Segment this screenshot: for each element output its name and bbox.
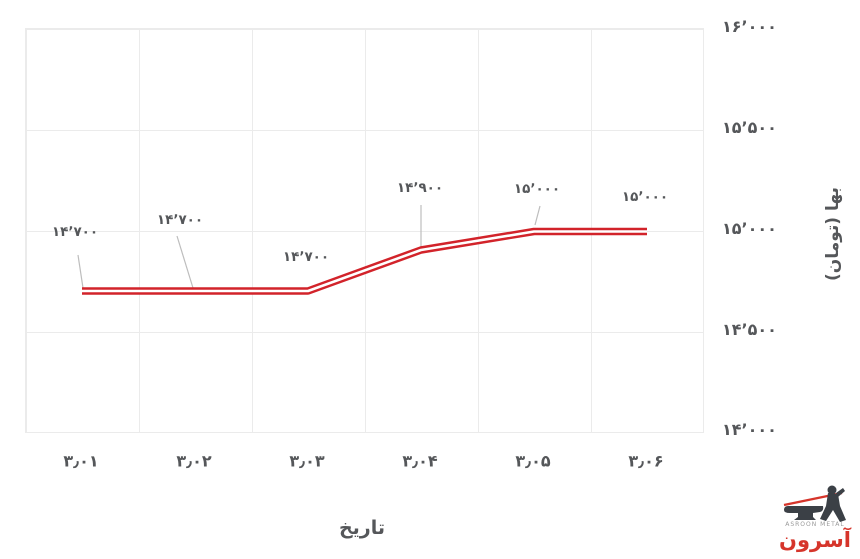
x-axis-tick: ۳٫۰۵: [515, 451, 551, 471]
x-axis-title: تاریخ: [338, 517, 386, 539]
point-label: ۱۴٬۷۰۰: [282, 249, 330, 265]
logo-wordmark-fa: آسرون: [779, 528, 851, 552]
y-axis-tick: ۱۴٬۵۰۰: [722, 320, 777, 340]
asroon-metal-logo: ASROON METAL آسرون: [770, 484, 860, 556]
series-layer: [77, 205, 647, 295]
blacksmith-anvil-icon: [783, 485, 846, 522]
price-series-line[interactable]: [82, 227, 647, 295]
point-label: ۱۴٬۷۰۰: [156, 212, 204, 228]
point-label: ۱۴٬۷۰۰: [51, 224, 99, 240]
x-axis-tick: ۳٫۰۶: [628, 451, 664, 471]
y-axis-tick: ۱۵٬۰۰۰: [722, 219, 777, 239]
x-axis-tick: ۳٫۰۲: [176, 451, 212, 471]
point-label: ۱۴٬۹۰۰: [396, 180, 444, 196]
point-label: ۱۵٬۰۰۰: [513, 181, 561, 197]
label-leader-lines: [77, 205, 541, 289]
y-axis-tick: ۱۴٬۰۰۰: [722, 420, 777, 440]
plot-area: [25, 28, 704, 433]
y-axis-tick: ۱۶٬۰۰۰: [722, 17, 777, 37]
x-axis-tick: ۳٫۰۱: [63, 451, 99, 471]
x-axis-tick: ۳٫۰۳: [289, 451, 325, 471]
point-label: ۱۵٬۰۰۰: [621, 189, 669, 205]
y-axis-tick: ۱۵٬۵۰۰: [722, 118, 777, 138]
y-axis-title: بها (تومان): [823, 187, 843, 281]
logo-caption-en: ASROON METAL: [785, 521, 845, 528]
x-axis-tick: ۳٫۰۴: [402, 451, 438, 471]
